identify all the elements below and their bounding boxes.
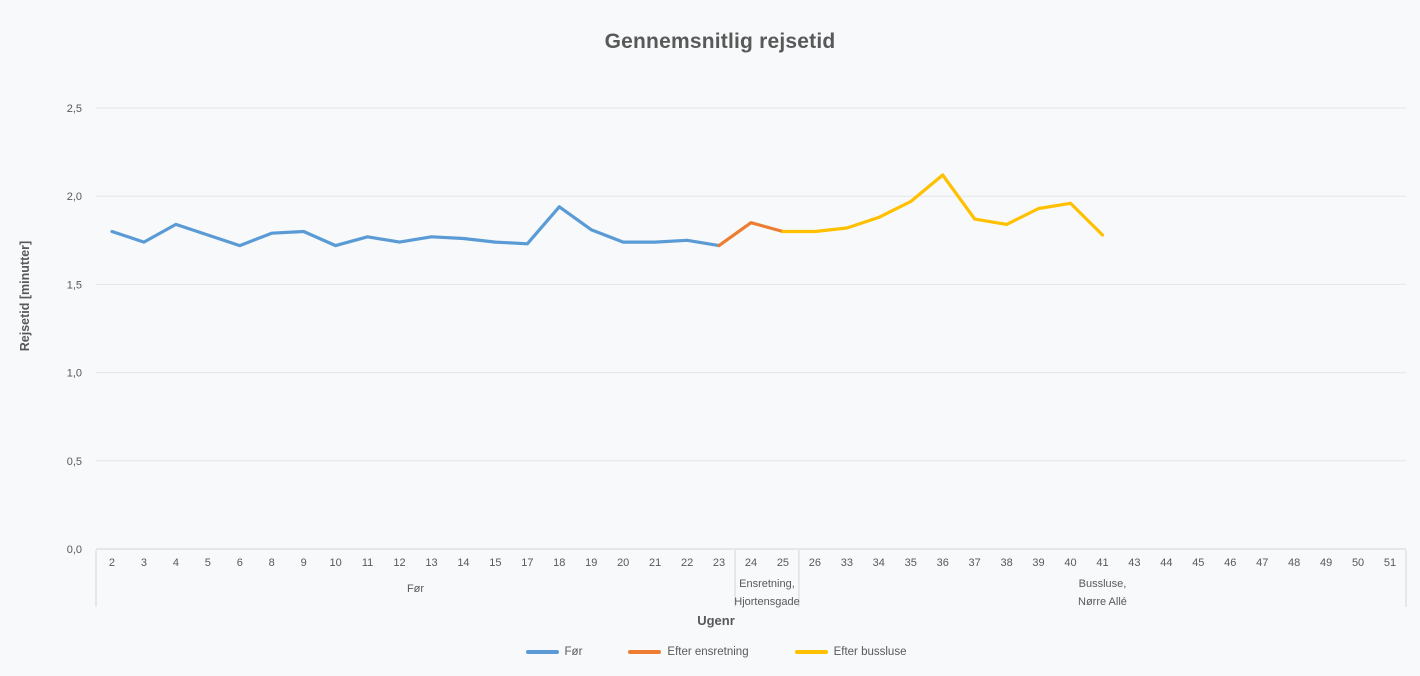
- x-tick-label: 10: [330, 557, 342, 569]
- x-tick-label: 17: [521, 557, 533, 569]
- x-tick-label: 35: [905, 557, 917, 569]
- x-tick-label: 43: [1128, 557, 1140, 569]
- x-tick-label: 34: [873, 557, 885, 569]
- group-label: Nørre Allé: [1078, 596, 1127, 608]
- x-tick-label: 4: [173, 557, 179, 569]
- x-tick-label: 12: [393, 557, 405, 569]
- group-label: Bussluse,: [1079, 578, 1127, 590]
- x-tick-label: 2: [109, 557, 115, 569]
- legend-label-efter-ensretning: Efter ensretning: [667, 646, 749, 658]
- x-tick-label: 36: [937, 557, 949, 569]
- x-tick-label: 13: [425, 557, 437, 569]
- line-swatch-icon: [525, 650, 559, 654]
- x-tick-label: 37: [969, 557, 981, 569]
- y-tick-label: 1,5: [67, 279, 82, 291]
- y-tick-label: 0,5: [67, 456, 82, 468]
- legend-label-efter-bussluse: Efter bussluse: [833, 646, 907, 658]
- x-tick-label: 19: [585, 557, 597, 569]
- x-tick-label: 44: [1160, 557, 1172, 569]
- x-tick-label: 49: [1320, 557, 1332, 569]
- series-line-efter-ensretning: [717, 221, 785, 248]
- group-label: Hjortensgade: [734, 596, 799, 608]
- legend-item-efter-bussluse: Efter bussluse: [794, 646, 907, 658]
- x-tick-label: 9: [301, 557, 307, 569]
- y-tick-label: 1,0: [67, 368, 82, 380]
- group-label: Ensretning,: [739, 578, 795, 590]
- x-tick-label: 21: [649, 557, 661, 569]
- x-tick-label: 50: [1352, 557, 1364, 569]
- legend-item-efter-ensretning: Efter ensretning: [628, 646, 749, 658]
- x-tick-label: 22: [681, 557, 693, 569]
- y-tick-label: 0,0: [67, 544, 82, 556]
- legend-label-foer: Før: [564, 646, 583, 658]
- x-tick-label: 14: [457, 557, 469, 569]
- legend: Før Efter ensretning Efter bussluse: [0, 646, 1420, 658]
- x-tick-label: 25: [777, 557, 789, 569]
- x-tick-label: 5: [205, 557, 211, 569]
- y-axis-title: Rejsetid [minutter]: [18, 240, 32, 352]
- x-tick-label: 46: [1224, 557, 1236, 569]
- x-tick-label: 47: [1256, 557, 1268, 569]
- series-line-efter-bussluse: [781, 173, 1105, 237]
- x-tick-label: 6: [237, 557, 243, 569]
- x-tick-label: 20: [617, 557, 629, 569]
- line-swatch-icon: [628, 650, 662, 654]
- chart-title: Gennemsnitlig rejsetid: [604, 30, 836, 53]
- group-label: Før: [407, 583, 424, 595]
- series-line-f-r: [110, 205, 721, 248]
- legend-item-foer: Før: [525, 646, 583, 658]
- x-tick-label: 8: [269, 557, 275, 569]
- x-tick-label: 26: [809, 557, 821, 569]
- x-axis-title: Ugenr: [697, 613, 735, 628]
- x-tick-label: 24: [745, 557, 757, 569]
- x-tick-label: 48: [1288, 557, 1300, 569]
- x-tick-label: 3: [141, 557, 147, 569]
- x-tick-label: 33: [841, 557, 853, 569]
- x-tick-label: 11: [362, 557, 373, 569]
- line-swatch-icon: [794, 650, 828, 654]
- x-tick-label: 40: [1064, 557, 1076, 569]
- y-tick-label: 2,5: [67, 103, 82, 115]
- x-tick-label: 15: [489, 557, 501, 569]
- y-tick-label: 2,0: [67, 191, 82, 203]
- x-tick-label: 45: [1192, 557, 1204, 569]
- x-tick-label: 39: [1032, 557, 1044, 569]
- x-tick-label: 41: [1096, 557, 1108, 569]
- x-tick-label: 18: [553, 557, 565, 569]
- x-tick-label: 51: [1384, 557, 1396, 569]
- x-tick-label: 38: [1000, 557, 1012, 569]
- x-tick-label: 23: [713, 557, 725, 569]
